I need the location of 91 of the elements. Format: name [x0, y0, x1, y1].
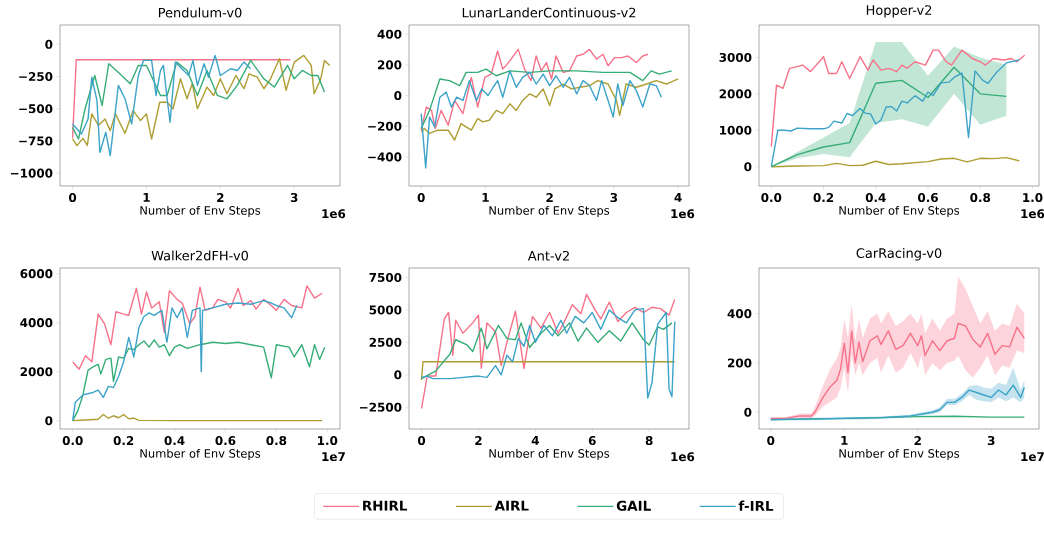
y-tick-label: 0: [744, 162, 752, 172]
legend-label: GAIL: [616, 500, 651, 511]
y-tick-label: 400: [727, 309, 752, 319]
x-tick-label: 2: [475, 436, 482, 445]
chart-title: Ant-v2: [527, 250, 569, 261]
x-tick-label: 0.4: [865, 193, 886, 203]
chart-title: Walker2dFH-v0: [151, 250, 249, 261]
x-tick-label: 0.2: [113, 436, 134, 446]
x-tick-label: 3: [610, 193, 618, 203]
text: 1e7: [322, 452, 345, 462]
x-tick-label: 1: [143, 193, 150, 202]
x-tick-label: 6: [588, 436, 596, 446]
x-tick-label: 2: [217, 193, 224, 202]
legend-label: AIRL: [494, 500, 529, 511]
x-tick-label: 2: [546, 193, 553, 202]
x-tick-label: 4: [674, 193, 682, 202]
x-axis-title: Number of Env Steps: [489, 205, 610, 217]
y-tick-label: 0: [45, 416, 53, 426]
x-tick-label: 1: [841, 436, 848, 445]
y-tick-label: −250: [19, 71, 53, 82]
x-tick-label: 0.0: [62, 436, 83, 446]
x-tick-label: 1.0: [318, 436, 338, 446]
x-tick-label: 0.8: [970, 193, 991, 203]
text: 1e7: [1021, 452, 1044, 462]
y-tick-label: −750: [19, 136, 53, 146]
line-series: [770, 322, 1026, 420]
y-tick-label: 3000: [719, 52, 752, 62]
chart-title: LunarLanderContinuous-v2: [462, 7, 636, 18]
line-series: [420, 48, 649, 131]
text: 1e6: [1021, 209, 1044, 219]
line-series: [770, 156, 1021, 168]
legend-label: f-IRL: [738, 500, 774, 511]
line-series: [71, 54, 252, 157]
y-tick-label: 200: [377, 60, 402, 70]
y-tick-label: 2000: [719, 89, 752, 99]
y-tick-label: 400: [377, 29, 402, 39]
line-series: [420, 78, 679, 141]
x-tick-label: 0: [767, 436, 775, 446]
y-tick-label: −500: [19, 104, 53, 114]
y-tick-label: 4000: [20, 318, 53, 328]
text: 1e6: [671, 209, 695, 219]
line-series: [420, 70, 663, 169]
x-axis-title: Number of Env Steps: [489, 448, 610, 460]
x-tick-label: 1: [482, 193, 489, 202]
x-tick-label: 8: [645, 436, 653, 446]
x-axis-title: Number of Env Steps: [839, 205, 960, 217]
y-tick-label: −400: [368, 152, 402, 162]
chart-title: CarRacing-v0: [856, 247, 942, 261]
x-tick-label: 0: [417, 193, 425, 203]
line-series: [770, 384, 1026, 421]
x-tick-label: 0.6: [917, 193, 938, 203]
x-tick-label: 0: [68, 193, 77, 203]
x-axis-title: Number of Env Steps: [140, 448, 261, 460]
line-series: [72, 285, 323, 370]
x-tick-label: 3: [987, 436, 995, 446]
legend-label: RHIRL: [363, 500, 408, 511]
y-tick-label: 200: [727, 358, 752, 368]
x-axis-title: Number of Env Steps: [140, 205, 261, 217]
chart-title: Hopper-v2: [866, 5, 932, 18]
y-tick-label: 1000: [720, 125, 752, 135]
x-tick-label: 0: [417, 436, 426, 446]
y-tick-label: 6000: [20, 269, 53, 279]
x-tick-label: 4: [531, 436, 539, 445]
y-tick-label: −2500: [359, 402, 402, 412]
y-tick-label: 0: [394, 91, 402, 101]
chart-title: Pendulum-v0: [158, 7, 242, 18]
x-tick-label: 0.6: [215, 436, 236, 446]
y-tick-label: −1000: [10, 168, 53, 178]
text: 1e6: [322, 209, 346, 219]
y-tick-label: −200: [368, 121, 402, 131]
y-tick-label: 2000: [20, 367, 53, 377]
line-series: [420, 293, 676, 410]
line-series: [770, 49, 1026, 148]
y-tick-label: 2500: [369, 337, 402, 347]
x-tick-label: 1.0: [1023, 193, 1043, 203]
y-tick-label: 5000: [369, 305, 402, 315]
y-tick-label: 7500: [369, 272, 402, 282]
x-tick-label: 0.4: [164, 436, 185, 446]
y-tick-label: 0: [744, 407, 752, 417]
x-axis-title: Number of Env Steps: [839, 448, 960, 460]
line-series: [420, 322, 673, 380]
x-tick-label: 2: [914, 436, 921, 445]
x-tick-label: 0.0: [761, 193, 782, 203]
x-tick-label: 0.8: [266, 436, 287, 446]
y-tick-label: 0: [45, 39, 53, 49]
x-tick-label: 0.2: [813, 193, 834, 203]
line-series: [420, 68, 673, 130]
line-series: [72, 299, 298, 422]
x-tick-label: 3: [290, 193, 298, 203]
text: 1e6: [671, 452, 695, 462]
y-tick-label: 0: [394, 370, 402, 380]
